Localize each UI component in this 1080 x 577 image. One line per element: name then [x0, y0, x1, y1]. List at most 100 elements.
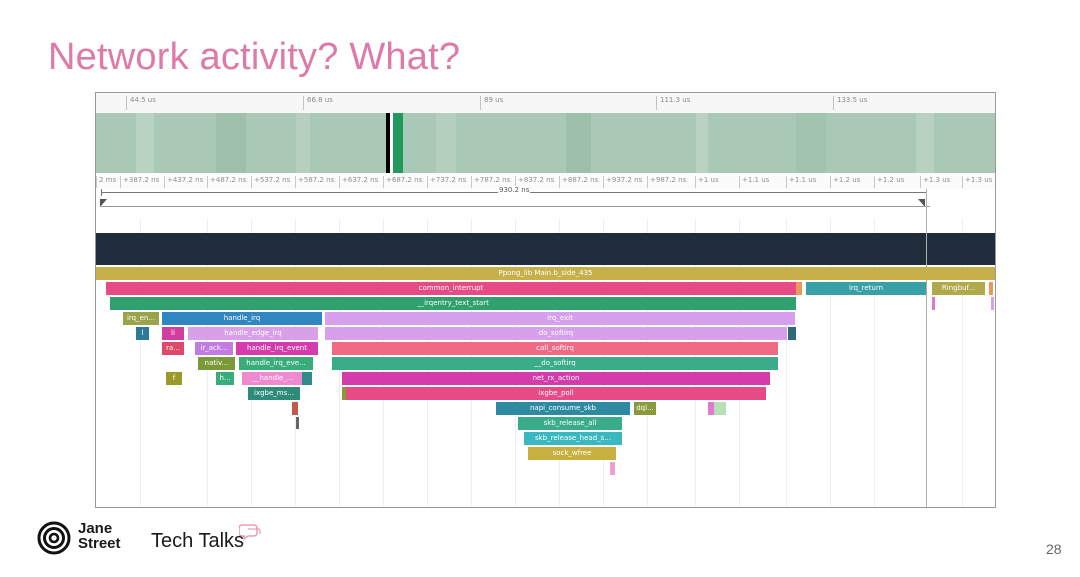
overview-band [436, 113, 456, 173]
frame-irq-enter[interactable]: irq_en... [123, 312, 159, 325]
frame-dql[interactable]: dql... [634, 402, 656, 415]
frame-irq-return[interactable]: irq_return [806, 282, 926, 295]
frame-sliver[interactable] [296, 417, 299, 429]
frame-sock-wfree[interactable]: sock_wfree [528, 447, 616, 460]
measurement-baseline [100, 206, 930, 207]
zoom-tick: +887.2 ns [559, 176, 598, 188]
frame-skb-release-all[interactable]: skb_release_all [518, 417, 622, 430]
zoom-tick: +737.2 ns [427, 176, 466, 188]
frame-li[interactable]: li [162, 327, 184, 340]
zoom-tick: +637.2 ns [339, 176, 378, 188]
zoom-tick: +1.2 us [830, 176, 860, 188]
frame-handle-irq-event[interactable]: handle_irq_event [236, 342, 318, 355]
overview-band [916, 113, 934, 173]
gridline [962, 219, 963, 507]
gridline [140, 219, 141, 507]
zoom-tick: +937.2 ns [603, 176, 642, 188]
overview-band [296, 113, 310, 173]
ruler-tick: 66.8 us [303, 96, 333, 110]
company-name-line2: Street [78, 535, 121, 552]
activity-marker [393, 113, 403, 173]
overview-band [216, 113, 246, 173]
frame-h[interactable]: h... [216, 372, 234, 385]
measurement-bar[interactable]: 930.2 ns [96, 186, 995, 219]
zoom-tick: 2 ms [96, 176, 116, 188]
zoom-tick: +687.2 ns [383, 176, 422, 188]
overview-track[interactable] [96, 113, 995, 173]
overview-band [696, 113, 708, 173]
ruler-tick: 44.5 us [126, 96, 156, 110]
frame-sliver[interactable] [991, 297, 994, 310]
activity-marker [390, 113, 393, 173]
zoom-tick: +1.2 us [874, 176, 904, 188]
frame-ppong-main[interactable]: Ppong_lib Main.b_side_435 [96, 267, 995, 280]
frame-do-softirq[interactable]: do_softirq [325, 327, 787, 340]
frame-sliver[interactable] [610, 462, 615, 475]
frame-skb-release-head-state[interactable]: skb_release_head_s... [524, 432, 622, 445]
trace-viewer[interactable]: 44.5 us 66.8 us 89 us 111.3 us 133.5 us … [95, 92, 996, 508]
zoom-tick: +387.2 ns [120, 176, 159, 188]
zoom-tick: +987.2 ns [647, 176, 686, 188]
frame-sliver[interactable] [292, 402, 298, 415]
frame-common-interrupt[interactable]: common_interrupt [106, 282, 796, 295]
frame-ir-ack[interactable]: ir_ack... [195, 342, 233, 355]
frame-handle-irq[interactable]: handle_irq [162, 312, 322, 325]
frame-ra[interactable]: ra... [162, 342, 184, 355]
gridline [830, 219, 831, 507]
zoom-tick: +1 us [695, 176, 719, 188]
ruler-tick: 111.3 us [656, 96, 690, 110]
frame-napi-consume-skb[interactable]: napi_consume_skb [496, 402, 630, 415]
gridline [786, 219, 787, 507]
timeline-ruler[interactable]: 44.5 us 66.8 us 89 us 111.3 us 133.5 us [96, 93, 995, 114]
frame-native[interactable]: nativ... [198, 357, 235, 370]
zoom-axis[interactable]: 2 ms +387.2 ns +437.2 ns +487.2 ns +537.… [96, 173, 995, 190]
frame-irq-exit[interactable]: irq_exit [325, 312, 795, 325]
zoom-tick: +837.2 ns [515, 176, 554, 188]
zoom-tick: +1.3 us [962, 176, 992, 188]
frame-sliver[interactable] [302, 372, 312, 385]
frame-sliver[interactable] [989, 282, 993, 295]
overview-band [796, 113, 826, 173]
slide-title: Network activity? What? [48, 36, 461, 78]
company-name: Jane Street [78, 521, 121, 551]
zoom-tick: +487.2 ns [207, 176, 246, 188]
gridline [874, 219, 875, 507]
selection-marker [926, 189, 927, 507]
frame-ringbuf[interactable]: Ringbuf... [932, 282, 985, 295]
frame-call-softirq[interactable]: call_softirq [332, 342, 778, 355]
ruler-tick: 133.5 us [833, 96, 867, 110]
frame-handle-edge-irq[interactable]: handle_edge_irq [188, 327, 318, 340]
frame-handle-irq-event-percpu[interactable]: handle_irq_eve... [239, 357, 313, 370]
overview-band [566, 113, 591, 173]
frame-irqentry-text-start[interactable]: __irqentry_text_start [110, 297, 796, 310]
frame-sliver[interactable] [932, 297, 935, 310]
series-name: Tech Talks [151, 530, 245, 552]
frame-sliver[interactable] [714, 402, 726, 415]
frame-sliver[interactable] [342, 387, 346, 400]
flag-left-icon[interactable] [100, 199, 107, 207]
frame-net-rx-action[interactable]: net_rx_action [342, 372, 770, 385]
frame-sliver[interactable] [708, 402, 714, 415]
flame-graph[interactable]: Ppong_lib Main.b_side_435 common_interru… [96, 189, 995, 507]
zoom-tick: +587.2 ns [295, 176, 334, 188]
frame-l[interactable]: l [136, 327, 149, 340]
overview-band [136, 113, 154, 173]
frame-do-softirq-inner[interactable]: __do_softirq [332, 357, 778, 370]
measurement-cap [101, 189, 102, 196]
frame-ixgbe-msix[interactable]: ixgbe_ms... [248, 387, 300, 400]
frame-ixgbe-poll[interactable]: ixgbe_poll [346, 387, 766, 400]
frame-sliver[interactable] [796, 282, 802, 295]
measurement-label: 930.2 ns [498, 186, 531, 194]
frame-sliver[interactable] [788, 327, 796, 340]
frame-f[interactable]: f [166, 372, 182, 385]
flag-right-icon[interactable] [918, 199, 925, 207]
thread-track[interactable] [96, 233, 995, 265]
jane-street-logo-icon [37, 521, 71, 555]
zoom-tick: +537.2 ns [251, 176, 290, 188]
page-number: 28 [1046, 541, 1062, 557]
frame-handle-irq-inner[interactable]: __handle_... [242, 372, 304, 385]
zoom-tick: +787.2 ns [471, 176, 510, 188]
zoom-tick: +1.1 us [786, 176, 816, 188]
company-name-line1: Jane [78, 520, 113, 537]
zoom-tick: +1.3 us [920, 176, 950, 188]
